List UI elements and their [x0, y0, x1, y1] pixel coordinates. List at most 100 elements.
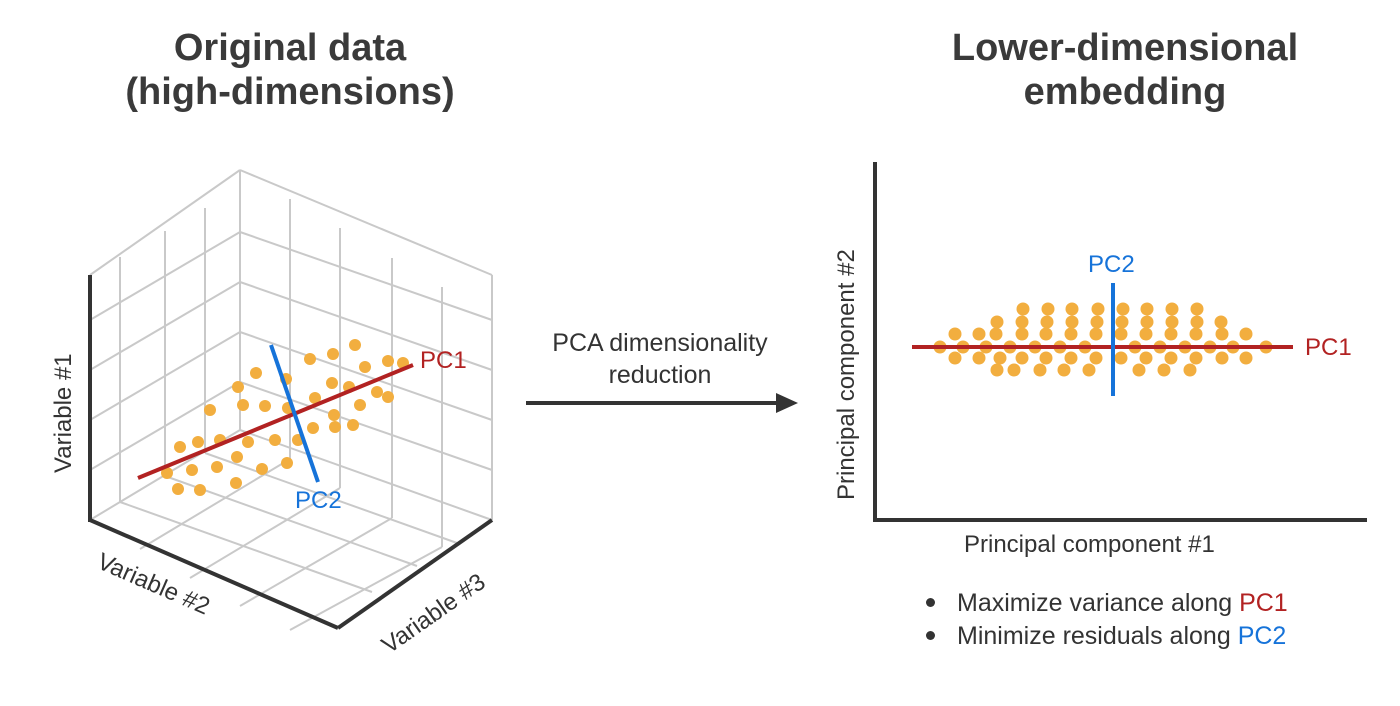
bullet-pc: PC2	[1237, 622, 1287, 650]
left-title-line1: Original data	[173, 27, 407, 69]
scatter-point	[204, 404, 216, 416]
scatter-point	[242, 436, 254, 448]
scatter-point	[1139, 351, 1153, 365]
pc1-line-3d	[137, 363, 414, 480]
scatter-point	[1165, 315, 1179, 329]
bullet-item: Minimize residuals along PC2	[926, 620, 1288, 653]
scatter-point	[1064, 351, 1078, 365]
scatter-point	[211, 461, 223, 473]
scatter-point	[382, 391, 394, 403]
scatter-point	[1157, 363, 1171, 377]
scatter-point	[1016, 302, 1030, 316]
scatter-point	[269, 434, 281, 446]
scatter-point	[186, 464, 198, 476]
scatter-point	[1132, 363, 1146, 377]
scatter-point	[309, 392, 321, 404]
3d-scatter-points	[161, 339, 409, 496]
scatter-point	[1007, 363, 1021, 377]
scatter-point	[327, 348, 339, 360]
scatter-point	[1090, 315, 1104, 329]
pca-arrow-label: PCA dimensionality reduction	[510, 327, 810, 391]
right-panel-title: Lower-dimensional embedding	[900, 26, 1350, 114]
scatter-point	[1239, 327, 1253, 341]
scatter-point	[1189, 351, 1203, 365]
scatter-point	[250, 367, 262, 379]
scatter-point	[972, 327, 986, 341]
3d-axes	[88, 275, 494, 630]
scatter-point	[1190, 302, 1204, 316]
scatter-point	[993, 351, 1007, 365]
bullet-text: Maximize variance along	[957, 589, 1233, 617]
arrow-label-line1: PCA dimensionality	[552, 329, 768, 357]
scatter-point	[259, 400, 271, 412]
bullet-pc: PC1	[1239, 589, 1288, 617]
x-axis-label: Principal component #1	[964, 531, 1215, 558]
arrow-head-icon	[776, 393, 798, 413]
scatter-point	[1065, 315, 1079, 329]
scatter-point	[1164, 327, 1178, 341]
scatter-point	[1115, 315, 1129, 329]
left-panel-title: Original data (high-dimensions)	[60, 26, 520, 114]
scatter-point	[329, 421, 341, 433]
scatter-point	[1140, 302, 1154, 316]
scatter-point	[1039, 327, 1053, 341]
scatter-point	[1057, 363, 1071, 377]
scatter-point	[1041, 302, 1055, 316]
scatter-point	[990, 363, 1004, 377]
scatter-point	[1015, 327, 1029, 341]
scatter-point	[1082, 363, 1096, 377]
scatter-point	[1040, 315, 1054, 329]
scatter-point	[256, 463, 268, 475]
pc2-line-3d	[269, 344, 320, 483]
scatter-point	[948, 327, 962, 341]
scatter-point	[382, 355, 394, 367]
scatter-point	[371, 386, 383, 398]
scatter-point	[1140, 315, 1154, 329]
scatter-point	[1183, 363, 1197, 377]
right-title-line1: Lower-dimensional	[951, 27, 1299, 69]
bullet-text: Minimize residuals along	[957, 622, 1231, 650]
scatter-point	[231, 451, 243, 463]
2d-scatter-points	[933, 302, 1273, 377]
scatter-point	[1114, 327, 1128, 341]
scatter-point	[1015, 351, 1029, 365]
scatter-point	[1033, 363, 1047, 377]
scatter-point	[1165, 302, 1179, 316]
arrow-label-line2: reduction	[608, 361, 712, 389]
scatter-point	[1065, 302, 1079, 316]
bullet-item: Maximize variance along PC1	[926, 587, 1288, 620]
scatter-point	[1239, 351, 1253, 365]
scatter-point	[230, 477, 242, 489]
scatter-point	[354, 399, 366, 411]
scatter-point	[1114, 351, 1128, 365]
scatter-point	[192, 436, 204, 448]
scatter-point	[1215, 327, 1229, 341]
variable1-axis-label: Variable #1	[50, 353, 77, 473]
scatter-point	[307, 422, 319, 434]
scatter-point	[174, 441, 186, 453]
scatter-point	[1164, 351, 1178, 365]
scatter-point	[237, 399, 249, 411]
scatter-point	[304, 353, 316, 365]
scatter-point	[1189, 327, 1203, 341]
variable2-axis	[89, 518, 339, 630]
scatter-point	[990, 315, 1004, 329]
scatter-point	[349, 339, 361, 351]
scatter-point	[1116, 302, 1130, 316]
scatter-point	[1089, 327, 1103, 341]
scatter-point	[281, 457, 293, 469]
scatter-point	[1064, 327, 1078, 341]
scatter-point	[1089, 351, 1103, 365]
variable3-axis	[336, 518, 494, 630]
scatter-point	[1015, 315, 1029, 329]
scatter-point	[1139, 327, 1153, 341]
scatter-point	[359, 361, 371, 373]
bullet-icon	[926, 597, 935, 607]
scatter-point	[1215, 351, 1229, 365]
bullet-icon	[926, 630, 935, 640]
scatter-point	[948, 351, 962, 365]
scatter-point	[161, 467, 173, 479]
pc1-label-3d: PC1	[420, 347, 467, 374]
scatter-point	[347, 419, 359, 431]
